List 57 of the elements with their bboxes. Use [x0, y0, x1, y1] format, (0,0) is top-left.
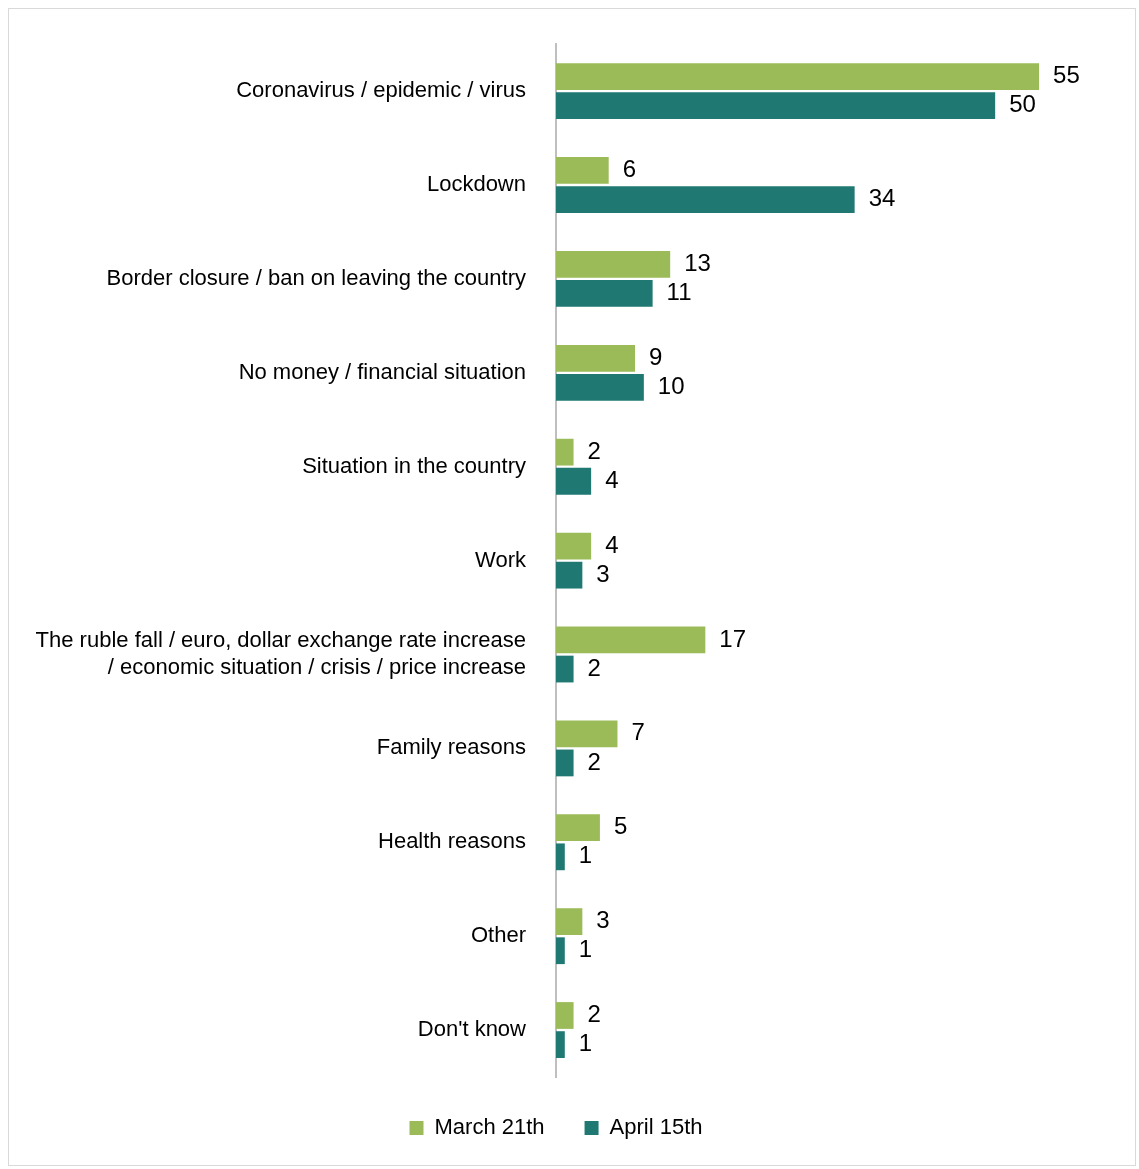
bar	[556, 467, 592, 495]
data-label: 3	[596, 559, 610, 587]
bar	[556, 373, 644, 401]
data-label: 34	[868, 184, 896, 212]
bar	[556, 63, 1040, 90]
bar	[556, 532, 592, 560]
data-label: 11	[666, 278, 692, 306]
y-tick-label: No money / financial situation	[238, 358, 526, 384]
legend-label: April 15th	[609, 1114, 703, 1140]
data-label: 50	[1009, 90, 1036, 118]
data-label: 6	[622, 155, 637, 183]
data-label: 55	[1053, 61, 1080, 89]
bar	[556, 438, 574, 466]
data-label: 1	[578, 1029, 593, 1057]
data-label: 4	[605, 530, 619, 558]
bar	[556, 1002, 574, 1029]
data-label: 2	[587, 653, 601, 681]
data-label: 9	[649, 342, 663, 370]
y-tick-label: Situation in the country	[302, 452, 526, 478]
bar	[556, 814, 600, 842]
data-label: 13	[684, 249, 711, 276]
legend-label: March 21th	[434, 1114, 545, 1140]
data-label: 4	[605, 465, 619, 493]
data-label: 2	[587, 747, 601, 775]
bar	[556, 749, 574, 777]
y-tick-label: Family reasons	[376, 734, 526, 760]
bar	[556, 655, 574, 683]
bar	[556, 344, 636, 372]
y-tick-label: Don't know	[417, 1016, 527, 1042]
bar	[556, 843, 565, 871]
bar	[556, 908, 583, 935]
data-label: 1	[578, 935, 593, 963]
bar	[556, 720, 618, 748]
bar	[556, 626, 706, 654]
y-tick-label: Health reasons	[378, 828, 526, 854]
data-label: 17	[719, 624, 747, 652]
bar	[556, 1031, 565, 1058]
bar	[556, 92, 996, 120]
bar	[556, 280, 653, 307]
bar	[556, 250, 671, 278]
y-tick-label: Border closure / ban on leaving the country	[106, 264, 526, 290]
data-label: 2	[587, 436, 601, 464]
data-label: 7	[631, 718, 645, 746]
bar	[556, 186, 855, 213]
y-tick-label: Lockdown	[426, 171, 526, 197]
bar	[556, 561, 583, 589]
y-tick-label: Other	[470, 922, 526, 948]
y-tick-label: Coronavirus / epidemic / virus	[236, 77, 526, 103]
data-label: 5	[613, 812, 628, 840]
bar	[556, 937, 565, 965]
data-label: 10	[657, 372, 685, 399]
data-label: 3	[596, 906, 610, 934]
data-label: 2	[587, 1000, 601, 1028]
data-label: 1	[578, 841, 593, 869]
bar	[556, 157, 609, 184]
y-tick-label: Work	[475, 546, 527, 572]
y-tick-label: The ruble fall / euro, dollar exchange rate increase / economic situation / crisis / price increase	[35, 627, 526, 679]
